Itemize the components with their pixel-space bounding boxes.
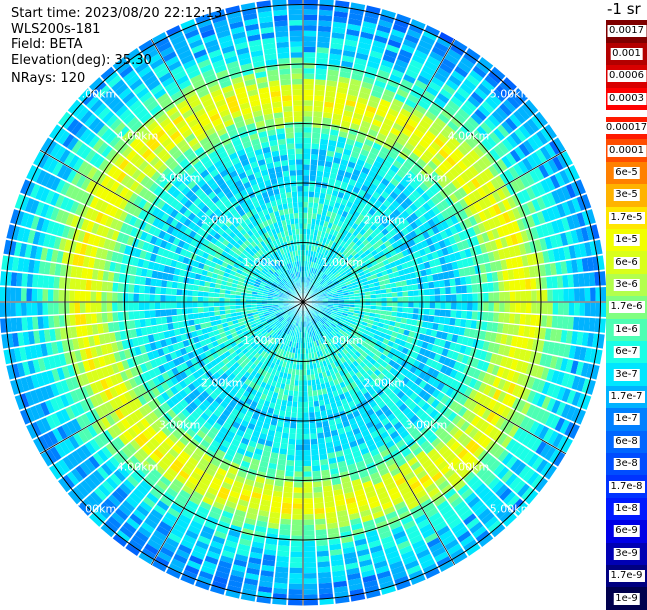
colorbar-tick-label: 3e-5 bbox=[613, 189, 640, 202]
colorbar-cell: 6e-5 bbox=[606, 161, 647, 185]
colorbar-cell: 1.7e-7 bbox=[606, 385, 647, 409]
colorbar-cell: 0.0017 bbox=[606, 20, 647, 43]
colorbar-tick-label: 3e-8 bbox=[613, 458, 640, 471]
azimuth-spoke bbox=[150, 301, 304, 565]
colorbar-tick-label: 6e-8 bbox=[613, 435, 640, 448]
colorbar-tick-label: 1.7e-7 bbox=[608, 390, 645, 403]
colorbar-tick-label: 1.7e-5 bbox=[608, 211, 645, 224]
range-label: 2.00km bbox=[364, 214, 406, 227]
azimuth-spoke bbox=[302, 301, 566, 455]
ppi-plot: 1.00km 1.00km 1.00km 1.00km 2.00km 2.00km 2.00… bbox=[0, 0, 606, 606]
colorbar-tick-label: 3e-9 bbox=[613, 547, 640, 560]
range-label: 4.00km bbox=[448, 460, 490, 473]
colorbar-tick-label: 6e-5 bbox=[613, 166, 640, 179]
colorbar-cell: 6e-6 bbox=[606, 251, 647, 274]
range-label: 5.00km bbox=[75, 503, 117, 516]
colorbar-cell: 3e-7 bbox=[606, 363, 647, 386]
colorbar-cell: 0.001 bbox=[606, 42, 647, 65]
colorbar-tick-label: 1e-7 bbox=[613, 413, 640, 426]
azimuth-spoke bbox=[40, 149, 304, 303]
range-label: 5.00km bbox=[490, 503, 532, 516]
colorbar-tick-label: 6e-9 bbox=[613, 525, 640, 538]
range-label: 3.00km bbox=[406, 172, 448, 185]
colorbar-tick-label: 1.7e-9 bbox=[608, 570, 645, 583]
colorbar-cell: 3e-6 bbox=[606, 273, 647, 297]
colorbar-cell: 1.7e-5 bbox=[606, 206, 647, 229]
range-label: 3.00km bbox=[406, 418, 448, 431]
elevation-text: Elevation(deg): 35.30 bbox=[11, 53, 152, 68]
range-label: 1.00km bbox=[243, 334, 285, 347]
colorbar-cell: 0.0003 bbox=[606, 87, 647, 110]
azimuth-spoke bbox=[302, 301, 456, 565]
azimuth-spoke bbox=[302, 149, 566, 303]
range-label: 4.00km bbox=[448, 130, 490, 143]
colorbar-cell: 0.0001 bbox=[606, 139, 647, 162]
colorbar-cell: 1e-7 bbox=[606, 408, 647, 431]
colorbar-tick-label: 0.00017 bbox=[603, 122, 647, 135]
range-label: 2.00km bbox=[201, 376, 243, 389]
range-label: 3.00km bbox=[159, 172, 201, 185]
colorbar-tick-label: 0.0001 bbox=[607, 144, 646, 157]
colorbar-cell: 3e-9 bbox=[606, 542, 647, 565]
colorbar-cell: 6e-9 bbox=[606, 520, 647, 543]
range-label: 5.00km bbox=[75, 87, 117, 100]
field-text: Field: BETA bbox=[11, 37, 83, 52]
colorbar-tick-label: 1.7e-6 bbox=[608, 301, 645, 314]
colorbar-tick-label: 1e-9 bbox=[613, 592, 640, 605]
colorbar-tick-label: 1e-8 bbox=[613, 502, 640, 515]
colorbar-cell: 1e-6 bbox=[606, 318, 647, 341]
colorbar-cell: 1e-8 bbox=[606, 497, 647, 521]
range-label: 1.00km bbox=[243, 256, 285, 269]
colorbar-cell: 1.7e-6 bbox=[606, 296, 647, 319]
azimuth-spoke bbox=[40, 301, 304, 455]
colorbar-tick-label: 0.0006 bbox=[607, 70, 646, 83]
colorbar-cell: 1.7e-8 bbox=[606, 475, 647, 498]
range-label: 1.00km bbox=[321, 256, 363, 269]
azimuth-spokes bbox=[0, 0, 606, 606]
colorbar-tick-label: 3e-7 bbox=[613, 368, 640, 381]
colorbar-cell: 0.00017 bbox=[603, 117, 647, 140]
colorbar-title: -1 sr bbox=[607, 0, 641, 18]
colorbar-cell: 1e-9 bbox=[606, 587, 647, 610]
instrument-text: WLS200s-181 bbox=[11, 22, 101, 37]
colorbar: 0.0017 0.001 0.0006 0.0003 0.00017 0.0001 6e-5… bbox=[603, 20, 647, 610]
colorbar-cell: 0.0006 bbox=[606, 65, 647, 88]
range-label: 4.00km bbox=[117, 460, 159, 473]
colorbar-tick-label: 6e-6 bbox=[613, 256, 640, 269]
azimuth-spoke bbox=[150, 39, 304, 303]
range-label: 2.00km bbox=[364, 376, 406, 389]
colorbar-cell: 3e-5 bbox=[606, 184, 647, 207]
colorbar-tick-label: 3e-6 bbox=[613, 278, 640, 291]
colorbar-tick-label: 1e-6 bbox=[613, 323, 640, 336]
azimuth-spoke bbox=[302, 39, 456, 303]
nrays-text: NRays: 120 bbox=[11, 71, 86, 86]
colorbar-cell: 3e-8 bbox=[606, 453, 647, 476]
range-label: 5.00km bbox=[490, 87, 532, 100]
colorbar-tick-label: 0.001 bbox=[610, 47, 643, 60]
colorbar-tick-label: 0.0017 bbox=[607, 25, 646, 38]
colorbar-cell: 6e-7 bbox=[606, 341, 647, 364]
colorbar-cell: 6e-8 bbox=[606, 430, 647, 453]
range-label: 4.00km bbox=[117, 130, 159, 143]
colorbar-cell: 1e-5 bbox=[606, 229, 647, 252]
colorbar-cell: 1.7e-9 bbox=[606, 565, 647, 588]
colorbar-tick-label: 1.7e-8 bbox=[608, 480, 645, 493]
start-time-text: Start time: 2023/08/20 22:12:13 bbox=[11, 6, 223, 21]
colorbar-tick-label: 6e-7 bbox=[613, 346, 640, 359]
range-label: 1.00km bbox=[321, 334, 363, 347]
range-label: 2.00km bbox=[201, 214, 243, 227]
range-labels: 1.00km 1.00km 1.00km 1.00km 2.00km 2.00km 2.00… bbox=[75, 87, 532, 515]
colorbar-tick-label: 1e-5 bbox=[613, 234, 640, 247]
range-label: 3.00km bbox=[159, 418, 201, 431]
colorbar-tick-label: 0.0003 bbox=[607, 92, 646, 105]
